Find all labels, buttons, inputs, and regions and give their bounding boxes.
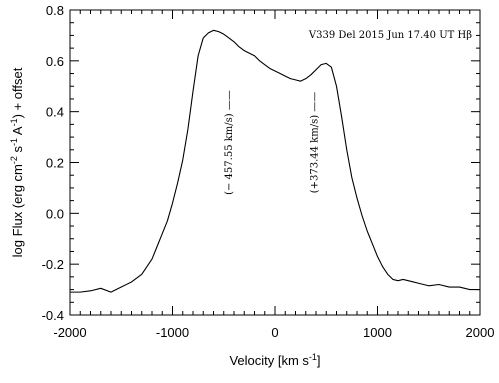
y-tick-label: 0.4 [46,105,64,120]
x-tick-label: -1000 [156,325,189,340]
y-tick-label: 0.0 [46,206,64,221]
x-label-main: Velocity [km s [229,353,309,368]
annotation-title: V339 Del 2015 Jun 17.40 UT Hβ [308,30,472,41]
x-label-sup: -1 [309,352,317,362]
y-tick-label: 0.8 [46,3,64,18]
y-label-part-2: s [10,146,25,157]
ticks-layer [69,9,481,316]
x-label-close: ] [317,353,321,368]
velocity-annotation: (+373.44 km/s) —— [309,92,320,194]
series-line-hbeta [70,29,480,293]
y-tick-label: -0.2 [42,257,64,272]
y-tick-label: 0.2 [46,156,64,171]
y-label-sup-1: -2 [9,156,19,164]
y-label-sup-3: -1 [9,118,19,126]
y-axis-label: log Flux (erg cm-2 s-1 A-1) + offset [9,67,25,257]
annotations-layer: (− 457.55 km/s) —— (+373.44 km/s) —— [224,90,320,195]
velocity-annotation: (− 457.55 km/s) —— [224,90,235,195]
x-tick-label: -2000 [53,325,86,340]
x-tick-label: 1000 [363,325,392,340]
x-tick-label: 0 [271,325,278,340]
x-tick-label: 2000 [466,325,495,340]
y-tick-label: -0.4 [42,308,64,323]
x-axis-label: Velocity [km s-1] [229,352,320,368]
plot-frame [69,9,481,316]
tick-labels-layer: -2000 -1000 0 1000 2000 -0.4 -0.2 0.0 0.2 0.4 0.6 0… [42,3,495,340]
y-label-part-3: A [10,126,25,138]
y-label-sup-2: -1 [9,138,19,146]
y-tick-label: 0.6 [46,54,64,69]
y-label-part-4: ) + offset [10,67,25,118]
y-label-part-1: log Flux (erg cm [10,164,25,257]
